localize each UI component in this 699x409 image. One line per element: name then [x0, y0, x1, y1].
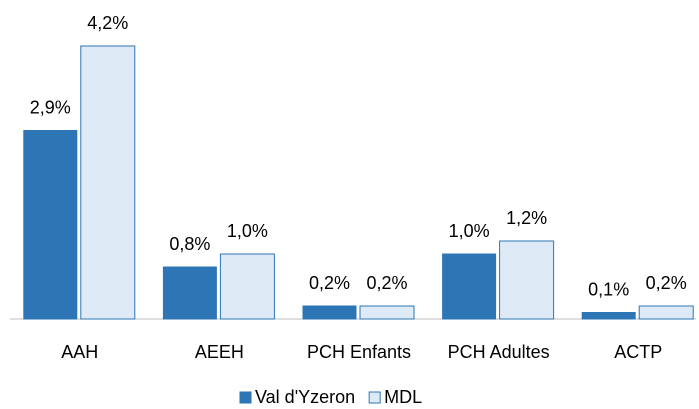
x-tick-label: PCH Enfants — [307, 342, 411, 362]
value-label: 0,2% — [366, 273, 407, 293]
value-label: 0,2% — [309, 273, 350, 293]
bar — [581, 312, 636, 320]
value-label: 4,2% — [87, 13, 128, 33]
bar — [499, 240, 555, 320]
legend-label: Val d'Yzeron — [255, 387, 355, 407]
bar — [302, 305, 357, 320]
value-label: 0,1% — [588, 279, 629, 299]
value-label: 2,9% — [30, 97, 71, 117]
value-label: 0,8% — [169, 234, 210, 254]
value-label: 0,2% — [646, 273, 687, 293]
legend-swatch — [239, 391, 252, 404]
bar — [638, 305, 694, 320]
bar — [23, 130, 78, 320]
legend-label: MDL — [384, 387, 422, 407]
bar — [359, 305, 415, 320]
bar — [442, 253, 497, 320]
x-tick-label: AEEH — [195, 342, 244, 362]
x-tick-label: PCH Adultes — [448, 342, 550, 362]
bar — [219, 253, 275, 320]
value-label: 1,0% — [449, 221, 490, 241]
value-label: 1,0% — [227, 221, 268, 241]
legend-swatch — [368, 391, 381, 404]
bar — [80, 45, 136, 320]
x-tick-label: AAH — [61, 342, 98, 362]
bar — [162, 266, 217, 320]
value-label: 1,2% — [506, 208, 547, 228]
x-tick-label: ACTP — [614, 342, 662, 362]
